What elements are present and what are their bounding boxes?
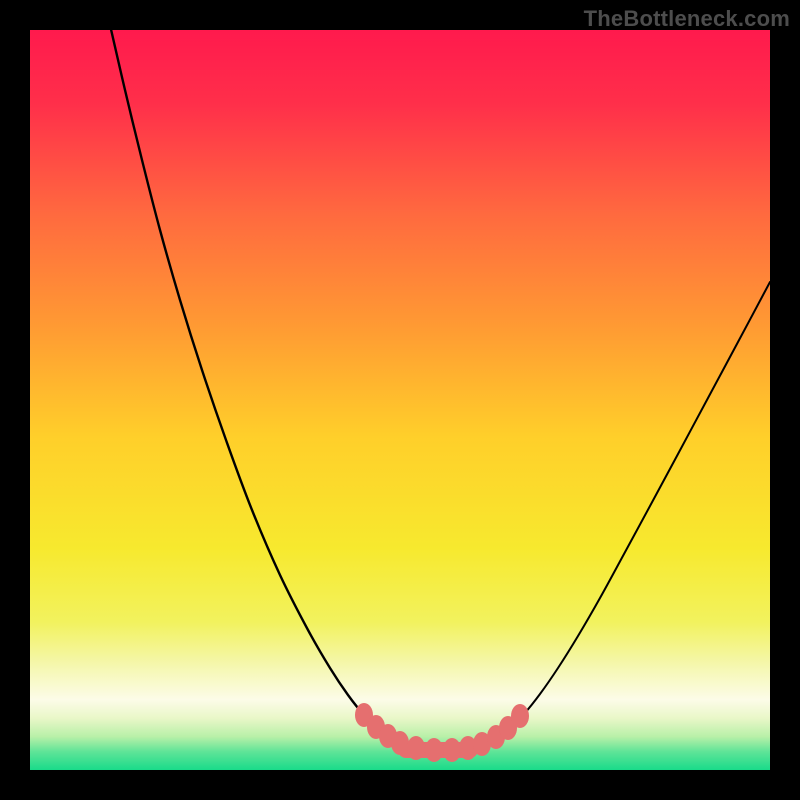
- chart-curves: [30, 30, 770, 770]
- watermark-text: TheBottleneck.com: [584, 6, 790, 32]
- curve-left: [110, 30, 438, 750]
- curve-markers: [355, 703, 529, 762]
- curve-right: [438, 282, 770, 750]
- plot-container: [30, 30, 770, 770]
